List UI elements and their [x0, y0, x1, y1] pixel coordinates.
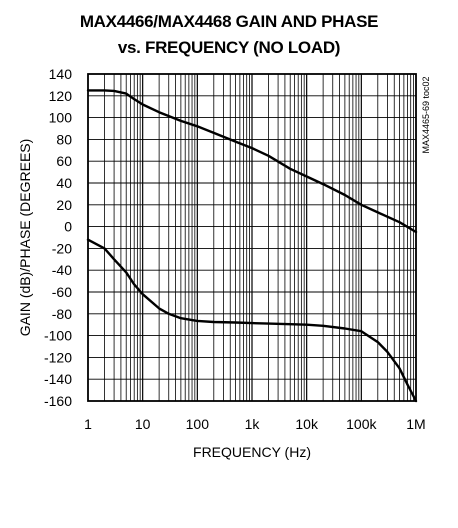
y-tick-label: 20 — [56, 197, 72, 213]
x-tick-labels: 1 10 100 1k 10k 100k 1M — [84, 416, 426, 432]
x-tick-label: 1k — [245, 416, 261, 432]
chart-subtitle: vs. FREQUENCY (NO LOAD) — [117, 38, 341, 57]
y-tick-label: -80 — [52, 306, 72, 322]
grid — [88, 74, 416, 401]
y-tick-label: 40 — [56, 175, 72, 191]
y-tick-label: 60 — [56, 153, 72, 169]
y-axis-label: GAIN (dB)/PHASE (DEGREES) — [17, 139, 33, 337]
y-tick-label: 100 — [49, 110, 73, 126]
x-tick-label: 10k — [295, 416, 319, 432]
x-tick-label: 1M — [406, 416, 425, 432]
y-tick-label: 80 — [56, 131, 72, 147]
y-tick-label: 140 — [49, 66, 73, 82]
x-axis-label: FREQUENCY (Hz) — [193, 444, 311, 460]
x-tick-label: 100 — [186, 416, 210, 432]
plot-frame — [87, 73, 417, 402]
gain-curve — [86, 89, 418, 234]
y-tick-label: -60 — [52, 284, 72, 300]
phase-curve — [86, 238, 418, 403]
x-tick-label: 100k — [346, 416, 377, 432]
y-tick-label: 0 — [64, 219, 72, 235]
y-tick-label: -120 — [44, 349, 72, 365]
y-tick-label: 120 — [49, 88, 73, 104]
y-tick-label: -40 — [52, 262, 72, 278]
y-tick-label: -20 — [52, 240, 72, 256]
series-layer — [86, 89, 418, 403]
y-tick-label: -140 — [44, 371, 72, 387]
figure-code-annotation: MAX4465-69 toc02 — [421, 76, 431, 153]
y-tick-label: -100 — [44, 328, 72, 344]
y-tick-labels: 140 120 100 80 60 40 20 0 -20 -40 -60 -80 -100 -120 -1… — [44, 66, 72, 409]
chart-title: MAX4466/MAX4468 GAIN AND PHASE — [79, 12, 379, 31]
x-tick-label: 1 — [84, 416, 92, 432]
y-tick-label: -160 — [44, 393, 72, 409]
x-tick-label: 10 — [135, 416, 151, 432]
